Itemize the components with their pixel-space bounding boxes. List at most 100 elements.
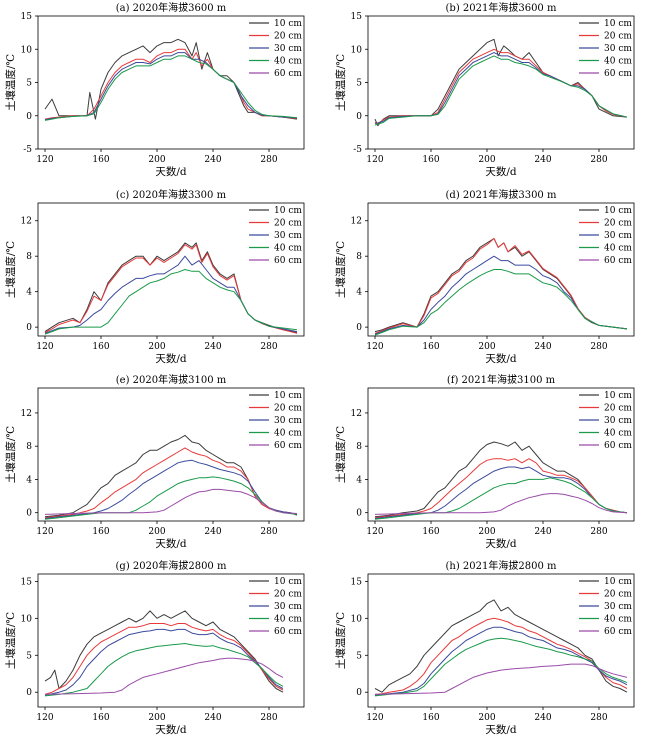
series-group: [44, 242, 298, 335]
x-tick-label: 280: [260, 713, 277, 723]
y-tick-label: 8: [26, 442, 32, 452]
y-tick-label: 10: [21, 614, 33, 624]
y-tick-label: 0: [26, 323, 32, 333]
series-line-10cm: [44, 434, 298, 518]
x-tick-label: 120: [36, 713, 53, 723]
y-tick-label: 4: [26, 288, 32, 298]
legend-label: 40 cm: [274, 244, 302, 254]
legend-label: 20 cm: [604, 32, 632, 42]
plot-frame: [367, 573, 635, 708]
x-tick-label: 240: [204, 713, 221, 723]
y-tick-label: -5: [353, 145, 362, 155]
plot-frame: [37, 387, 305, 522]
x-tick-label: 160: [422, 527, 439, 537]
series-line-30cm: [374, 52, 628, 125]
series-line-20cm: [374, 238, 628, 334]
legend: 10 cm 20 cm 30 cm 40 cm 60 cm: [579, 19, 632, 79]
y-tick-label: 0: [356, 688, 362, 698]
panel-title: (h) 2021年海拔2800 m: [446, 559, 557, 572]
x-tick-label: 120: [366, 713, 383, 723]
series-line-30cm: [374, 466, 628, 519]
y-tick-label: 8: [356, 252, 362, 262]
legend: 10 cm 20 cm 30 cm 40 cm 60 cm: [249, 391, 302, 451]
y-axis-label: 土壤温度/℃: [334, 54, 347, 112]
x-tick-label: 120: [36, 342, 53, 352]
x-axis-label: 天数/d: [485, 352, 517, 365]
legend-label: 30 cm: [604, 44, 632, 54]
y-tick-label: 12: [21, 409, 32, 419]
y-tick-label: 15: [21, 12, 33, 22]
legend-label: 10 cm: [604, 577, 632, 587]
y-axis-label: 土壤温度/℃: [334, 241, 347, 299]
series-line-10cm: [374, 441, 628, 518]
plot-frame: [37, 202, 305, 337]
y-tick-label: 12: [351, 217, 362, 227]
y-tick-label: 5: [356, 651, 362, 661]
panel-title: (b) 2021年海拔3600 m: [446, 1, 557, 14]
legend: 10 cm 20 cm 30 cm 40 cm 60 cm: [249, 577, 302, 637]
x-tick-label: 280: [590, 342, 607, 352]
y-axis-label: 土壤温度/℃: [4, 426, 17, 484]
series-line-30cm: [44, 52, 298, 121]
y-axis-label: 土壤温度/℃: [4, 54, 17, 112]
plot-frame: [367, 387, 635, 522]
series-line-40cm: [44, 643, 284, 697]
legend-label: 60 cm: [274, 256, 302, 266]
x-tick-label: 120: [366, 527, 383, 537]
legend-label: 30 cm: [274, 602, 302, 612]
x-tick-label: 200: [478, 155, 495, 165]
legend-label: 20 cm: [274, 590, 302, 600]
y-tick-label: 15: [21, 577, 33, 587]
x-tick-label: 240: [204, 155, 221, 165]
x-tick-label: 280: [590, 713, 607, 723]
y-tick-label: 5: [26, 79, 32, 89]
x-tick-label: 160: [422, 342, 439, 352]
legend-label: 40 cm: [604, 615, 632, 625]
y-tick-label: 4: [26, 475, 32, 485]
y-tick-label: -5: [23, 145, 32, 155]
x-tick-label: 240: [534, 713, 551, 723]
panel-title: (c) 2020年海拔3300 m: [116, 188, 227, 201]
x-tick-label: 200: [148, 342, 165, 352]
y-tick-label: 0: [26, 112, 32, 122]
legend-label: 60 cm: [604, 256, 632, 266]
chart-panel-b: (b) 2021年海拔3600 m 120 160 200 240 280 -5 0 5 10 15…: [334, 1, 635, 178]
legend-label: 20 cm: [274, 219, 302, 229]
plot-frame: [37, 573, 305, 708]
y-tick-label: 0: [26, 509, 32, 519]
series-group: [374, 38, 628, 127]
series-line-20cm: [44, 623, 284, 695]
y-axis-label: 土壤温度/℃: [4, 612, 17, 670]
chart-panel-g: (g) 2020年海拔2800 m 120 160 200 240 280 0 5 10 15 天数…: [4, 559, 305, 736]
legend-label: 10 cm: [604, 391, 632, 401]
x-axis-label: 天数/d: [155, 723, 187, 736]
chart-panel-a: (a) 2020年海拔3600 m 120 160 200 240 280 -5 0 5 10 15…: [4, 1, 305, 178]
legend-label: 60 cm: [274, 69, 302, 79]
x-axis-label: 天数/d: [155, 352, 187, 365]
x-tick-label: 240: [534, 342, 551, 352]
series-line-60cm: [44, 657, 284, 695]
x-tick-label: 240: [534, 155, 551, 165]
legend-label: 40 cm: [274, 429, 302, 439]
series-line-10cm: [44, 38, 298, 120]
legend-label: 60 cm: [274, 627, 302, 637]
series-line-40cm: [44, 269, 298, 335]
y-axis-label: 土壤温度/℃: [334, 612, 347, 670]
y-axis-label: 土壤温度/℃: [334, 426, 347, 484]
x-tick-label: 280: [260, 527, 277, 537]
series-group: [374, 599, 628, 697]
x-tick-label: 160: [92, 342, 109, 352]
series-line-30cm: [44, 459, 298, 519]
legend-label: 10 cm: [274, 206, 302, 216]
x-axis-label: 天数/d: [485, 723, 517, 736]
legend-label: 10 cm: [274, 19, 302, 29]
plot-frame: [367, 202, 635, 337]
x-tick-label: 120: [36, 527, 53, 537]
series-group: [44, 610, 284, 697]
chart-panel-d: (d) 2021年海拔3300 m 120 160 200 240 280 0 4 8 12 天数/…: [334, 188, 635, 365]
chart-panel-c: (c) 2020年海拔3300 m 120 160 200 240 280 0 4 8 12 天数/…: [4, 188, 305, 365]
legend-label: 20 cm: [274, 32, 302, 42]
x-tick-label: 120: [36, 155, 53, 165]
x-tick-label: 240: [204, 527, 221, 537]
y-tick-label: 8: [26, 252, 32, 262]
